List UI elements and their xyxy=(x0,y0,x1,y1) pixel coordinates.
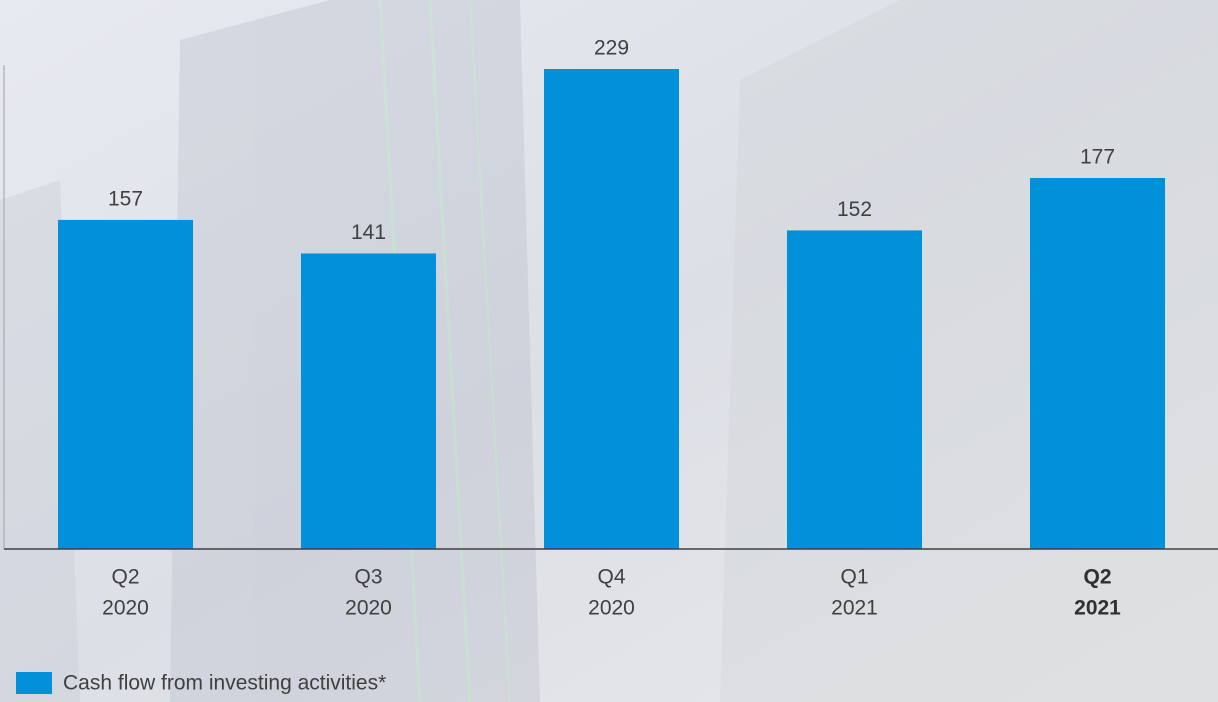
bar xyxy=(544,69,679,549)
x-tick-label: Q2 xyxy=(111,566,139,589)
x-tick-label: Q3 xyxy=(354,566,382,589)
bar xyxy=(58,219,193,549)
data-label: 177 xyxy=(1080,146,1115,169)
x-tick-label: 2020 xyxy=(345,597,392,620)
x-tick-label: Q2 xyxy=(1083,566,1111,589)
x-tick-label: 2020 xyxy=(102,597,149,620)
x-tick-label: 2020 xyxy=(588,597,635,620)
data-label: 141 xyxy=(351,221,386,244)
legend-swatch xyxy=(16,672,52,694)
x-tick-label: 2021 xyxy=(831,597,878,620)
bar xyxy=(1030,177,1165,549)
legend-label: Cash flow from investing activities* xyxy=(63,672,386,695)
data-label: 229 xyxy=(594,37,629,60)
bar xyxy=(787,230,922,549)
data-label: 157 xyxy=(108,187,143,210)
x-tick-label: Q1 xyxy=(840,566,868,589)
x-tick-label: 2021 xyxy=(1074,597,1121,620)
plot-area: 157 Q2 2020 141 Q3 2020 229 Q4 2020 152 Q1 2021 177 Q… xyxy=(58,37,1165,620)
bar xyxy=(301,253,436,549)
data-label: 152 xyxy=(837,198,872,221)
x-tick-label: Q4 xyxy=(597,566,625,589)
